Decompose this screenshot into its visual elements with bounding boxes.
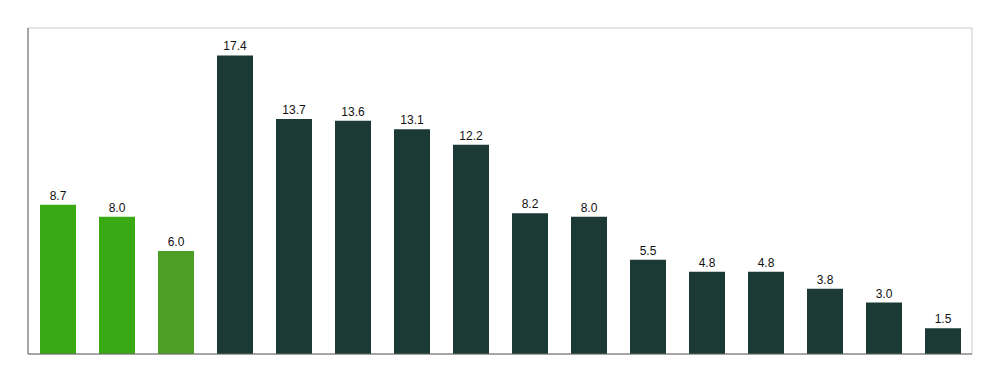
svg-text:13.6: 13.6 bbox=[341, 105, 365, 119]
svg-text:13.7: 13.7 bbox=[282, 103, 306, 117]
svg-text:12.2: 12.2 bbox=[459, 129, 483, 143]
svg-text:4.8: 4.8 bbox=[699, 256, 716, 270]
svg-text:1.5: 1.5 bbox=[935, 312, 952, 326]
svg-text:8.2: 8.2 bbox=[522, 197, 539, 211]
svg-text:13.1: 13.1 bbox=[400, 113, 424, 127]
svg-text:4.8: 4.8 bbox=[758, 256, 775, 270]
svg-text:8.0: 8.0 bbox=[109, 201, 126, 215]
svg-text:8.7: 8.7 bbox=[50, 189, 67, 203]
svg-text:5.5: 5.5 bbox=[640, 244, 657, 258]
svg-text:3.0: 3.0 bbox=[876, 287, 893, 301]
svg-text:6.0: 6.0 bbox=[168, 235, 185, 249]
svg-text:17.4: 17.4 bbox=[223, 39, 247, 53]
svg-text:3.8: 3.8 bbox=[817, 273, 834, 287]
svg-text:8.0: 8.0 bbox=[581, 201, 598, 215]
